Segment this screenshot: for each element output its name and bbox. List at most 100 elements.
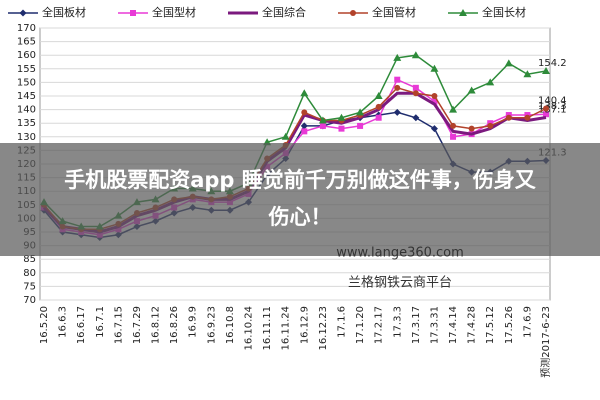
marker xyxy=(281,132,290,140)
x-tick-label: 预测2017-6-23 xyxy=(539,306,552,378)
marker xyxy=(374,92,383,99)
x-tick-label: 17.4.28 xyxy=(467,306,478,344)
x-tick-label: 16.12.9 xyxy=(299,306,310,344)
y-tick-label: 130 xyxy=(17,132,36,143)
marker xyxy=(337,113,346,121)
marker xyxy=(430,125,438,133)
x-tick-label: 17.1.6 xyxy=(336,306,347,338)
y-tick-label: 150 xyxy=(17,77,36,88)
marker xyxy=(338,125,345,132)
x-tick-label: 16.10.8 xyxy=(225,306,236,344)
marker xyxy=(318,116,327,124)
x-tick-label: 16.8.26 xyxy=(169,306,180,344)
y-tick-label: 135 xyxy=(17,118,36,129)
data-label: 140.4 xyxy=(538,96,567,107)
marker xyxy=(130,10,136,16)
data-label: 154.2 xyxy=(538,58,567,69)
x-tick-label: 16.10.24 xyxy=(244,306,255,351)
x-tick-label: 16.9.9 xyxy=(188,306,199,338)
y-tick-label: 155 xyxy=(17,64,36,75)
x-tick-label: 17.1.20 xyxy=(355,306,366,344)
legend-label: 全国板材 xyxy=(42,5,86,19)
marker xyxy=(542,66,550,74)
marker xyxy=(450,133,457,140)
x-tick-label: 16.6.17 xyxy=(76,306,87,344)
marker xyxy=(394,76,401,83)
x-tick-label: 17.3.3 xyxy=(392,306,403,338)
marker xyxy=(393,108,401,116)
y-tick-label: 70 xyxy=(23,295,36,306)
marker xyxy=(300,89,309,97)
marker xyxy=(543,105,549,112)
x-tick-label: 17.3.31 xyxy=(429,306,440,344)
data-label: 137.1 xyxy=(538,104,567,115)
x-tick-label: 16.11.11 xyxy=(262,306,273,351)
x-tick-label: 17.3.17 xyxy=(411,306,422,344)
marker xyxy=(450,122,457,129)
x-tick-label: 16.11.24 xyxy=(281,306,292,351)
legend-label: 全国型材 xyxy=(152,5,196,19)
marker xyxy=(301,109,308,116)
marker xyxy=(431,93,438,99)
banner-background xyxy=(0,143,600,256)
marker xyxy=(524,114,531,121)
marker xyxy=(375,114,382,121)
y-tick-label: 80 xyxy=(23,268,36,279)
marker xyxy=(412,90,419,97)
marker xyxy=(505,114,512,121)
watermark-url: www.lange360.com xyxy=(336,246,464,261)
marker xyxy=(467,86,476,94)
y-tick-label: 75 xyxy=(23,281,36,292)
marker xyxy=(431,98,438,105)
x-tick-label: 16.5.20 xyxy=(39,306,50,344)
marker xyxy=(350,10,356,16)
marker xyxy=(468,125,475,132)
x-tick-label: 17.5.12 xyxy=(485,306,496,344)
x-tick-label: 16.7.1 xyxy=(95,306,106,338)
x-tick-label: 17.6.9 xyxy=(522,306,533,338)
data-label: 138.3 xyxy=(538,101,567,112)
marker xyxy=(319,122,326,129)
marker xyxy=(449,105,458,113)
marker xyxy=(394,84,401,91)
x-tick-label: 16.12.23 xyxy=(318,306,329,351)
y-tick-label: 160 xyxy=(17,50,36,61)
legend-label: 全国管材 xyxy=(372,5,416,19)
x-tick-label: 16.7.15 xyxy=(113,306,124,344)
legend-label: 全国长材 xyxy=(482,5,526,19)
x-tick-label: 16.8.12 xyxy=(151,306,162,344)
banner-text: 伤心！ xyxy=(268,205,332,229)
marker xyxy=(356,108,365,116)
y-tick-label: 85 xyxy=(23,254,36,265)
y-tick-label: 145 xyxy=(17,91,36,102)
marker xyxy=(300,122,308,130)
marker xyxy=(393,53,402,61)
x-tick-label: 16.6.3 xyxy=(58,306,69,338)
watermark-name: 兰格钢铁云商平台 xyxy=(348,275,452,291)
marker xyxy=(459,9,467,16)
legend-label: 全国综合 xyxy=(262,5,306,19)
y-tick-label: 170 xyxy=(17,23,36,34)
y-tick-label: 140 xyxy=(17,105,36,116)
x-tick-label: 16.9.23 xyxy=(206,306,217,344)
marker xyxy=(487,122,494,129)
marker xyxy=(412,114,420,122)
banner-text: 手机股票配资app 睡觉前千万别做这件事，伤身又 xyxy=(64,168,537,192)
marker xyxy=(504,59,513,67)
marker xyxy=(375,103,382,110)
marker xyxy=(486,78,495,86)
x-tick-label: 16.7.29 xyxy=(132,306,143,344)
marker xyxy=(411,51,420,59)
x-tick-label: 17.5.26 xyxy=(504,306,515,344)
marker xyxy=(543,111,549,118)
marker xyxy=(523,70,532,78)
y-tick-label: 165 xyxy=(17,37,36,48)
x-tick-label: 17.4.14 xyxy=(448,306,459,344)
marker xyxy=(301,128,308,135)
marker xyxy=(357,122,364,129)
marker xyxy=(19,9,27,17)
marker xyxy=(430,64,439,72)
x-tick-label: 17.2.17 xyxy=(374,306,385,344)
marker xyxy=(412,84,419,91)
